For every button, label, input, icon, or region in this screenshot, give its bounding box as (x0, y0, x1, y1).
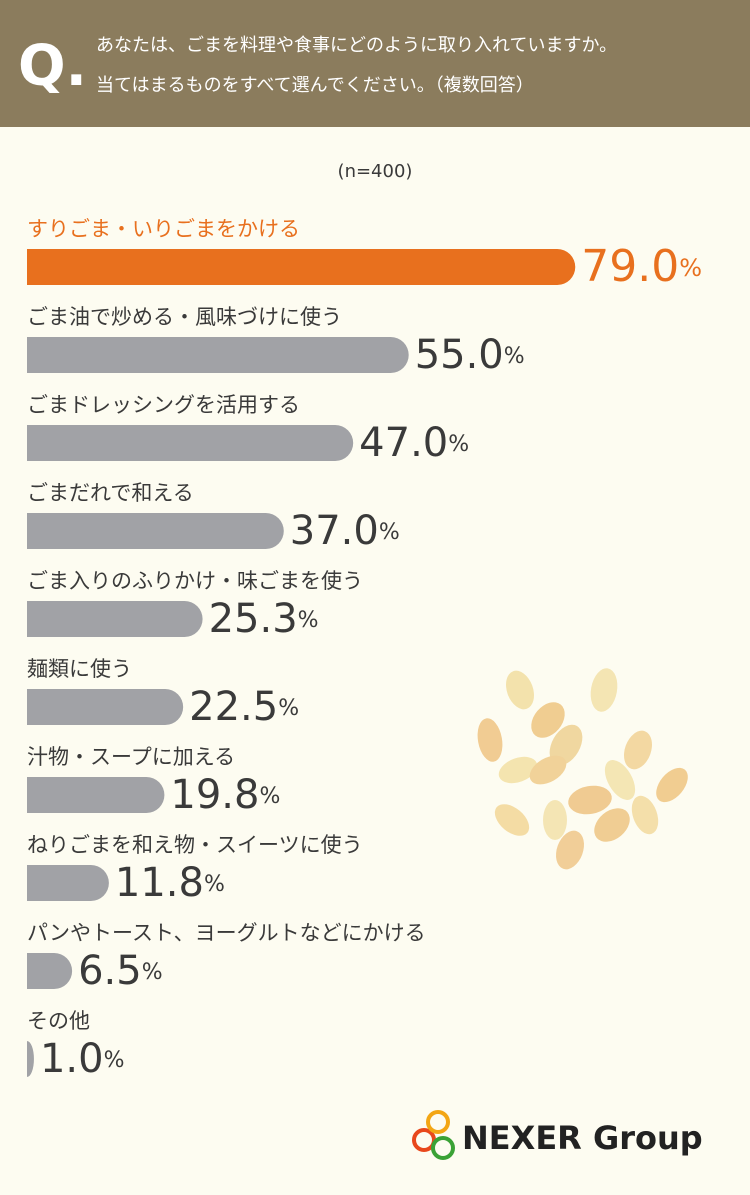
category-label: すりごま・いりごまをかける (27, 217, 300, 241)
value-label: 55.0% (415, 332, 525, 378)
value-label: 47.0% (359, 420, 469, 466)
bar (27, 777, 165, 813)
value-label: 6.5% (78, 948, 163, 994)
value-label: 79.0% (581, 241, 702, 292)
logo: NEXER Group (412, 1110, 703, 1160)
value-label: 11.8% (115, 860, 225, 906)
bar (27, 953, 73, 989)
value-label: 19.8% (170, 772, 280, 818)
bar (27, 513, 284, 549)
question-mark: Q. (18, 34, 87, 99)
subtitle: (n=400) (338, 161, 413, 182)
sesame-decoration (477, 668, 688, 870)
category-label: パンやトースト、ヨーグルトなどにかける (27, 921, 426, 945)
value-label: 1.0% (40, 1036, 125, 1082)
bar (27, 1041, 34, 1077)
category-label: ねりごまを和え物・スイーツに使う (27, 833, 363, 857)
bar (27, 601, 203, 637)
value-label: 22.5% (189, 684, 299, 730)
bar (27, 425, 354, 461)
category-label: ごまだれで和える (27, 481, 194, 505)
bar (27, 337, 409, 373)
category-label: ごま油で炒める・風味づけに使う (27, 305, 342, 329)
bar (27, 865, 109, 901)
category-label: 汁物・スープに加える (27, 745, 235, 769)
header-band (0, 0, 750, 127)
question-line: あなたは、ごまを料理や食事にどのように取り入れていますか。 (96, 35, 617, 56)
category-label: その他 (27, 1009, 90, 1033)
bar (27, 249, 576, 285)
question-line: 当てはまるものをすべて選んでください。（複数回答） (96, 75, 534, 96)
logo-text: NEXER Group (462, 1119, 703, 1157)
category-label: ごまドレッシングを活用する (27, 393, 300, 417)
category-label: ごま入りのふりかけ・味ごまを使う (27, 569, 363, 593)
value-label: 25.3% (209, 596, 319, 642)
bar (27, 689, 184, 725)
value-label: 37.0% (290, 508, 400, 554)
category-label: 麺類に使う (27, 657, 132, 681)
